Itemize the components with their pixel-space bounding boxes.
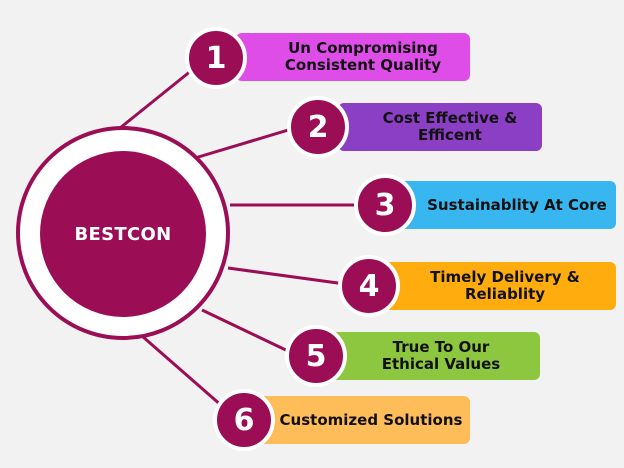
item-5-bar: True To Our Ethical Values [322, 332, 540, 380]
item-3-number-badge: 3 [354, 174, 416, 236]
item-2-bar: Cost Effective & Efficent [338, 103, 542, 151]
connector-5 [201, 308, 291, 354]
hub-circle: BESTCON [40, 151, 206, 317]
connector-6 [141, 334, 223, 408]
item-2-number: 2 [307, 109, 329, 145]
item-6-text: Customized Solutions [279, 410, 463, 429]
item-3-bar: Sustainablity At Core [398, 181, 616, 229]
item-3-text: Sustainablity At Core [427, 195, 607, 214]
connector-1 [119, 64, 198, 130]
item-1-text: Un Compromising Consistent Quality [284, 39, 442, 74]
item-6-number: 6 [233, 402, 255, 438]
item-5-number-badge: 5 [285, 325, 347, 387]
connector-2 [194, 126, 296, 160]
item-2-text: Cost Effective & Efficent [382, 109, 518, 144]
item-3-number: 3 [374, 187, 396, 223]
item-4-text: Timely Delivery & Reliablity [430, 268, 580, 303]
item-6-bar: Customized Solutions [252, 396, 470, 444]
item-4-number: 4 [358, 268, 380, 304]
item-5-text: True To Our Ethical Values [381, 338, 501, 373]
item-1-bar: Un Compromising Consistent Quality [236, 33, 470, 81]
hub-label: BESTCON [74, 223, 172, 245]
item-2-number-badge: 2 [287, 96, 349, 158]
item-6-number-badge: 6 [213, 389, 275, 451]
item-1-number: 1 [205, 40, 227, 76]
item-4-number-badge: 4 [338, 255, 400, 317]
connector-4 [227, 266, 346, 286]
item-5-number: 5 [305, 338, 327, 374]
item-4-bar: Timely Delivery & Reliablity [374, 262, 616, 310]
item-1-number-badge: 1 [185, 27, 247, 89]
